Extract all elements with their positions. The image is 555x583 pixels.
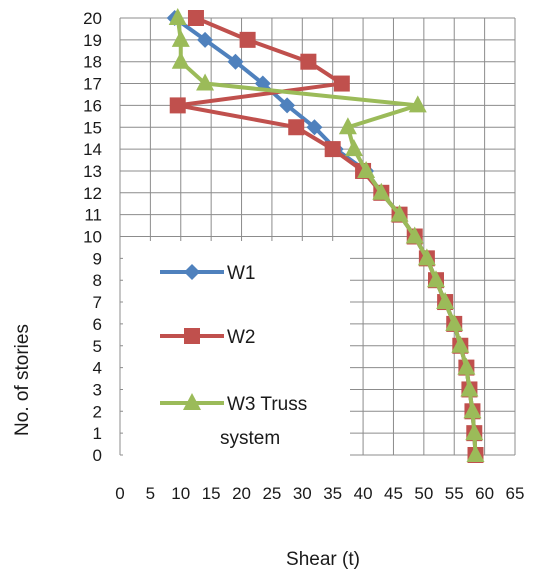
legend-label: W2 <box>227 327 256 348</box>
legend-swatch-marker <box>184 264 200 280</box>
y-tick-label: 0 <box>93 446 102 465</box>
data-point <box>279 97 296 114</box>
y-tick-label: 16 <box>83 96 102 115</box>
legend-box <box>123 241 350 456</box>
x-tick-label: 25 <box>262 484 281 503</box>
data-point <box>451 335 470 353</box>
y-tick-label: 4 <box>93 359 102 378</box>
data-point <box>254 75 271 92</box>
data-point <box>390 204 409 222</box>
data-point <box>357 160 376 178</box>
y-tick-label: 13 <box>83 162 102 181</box>
data-point <box>372 182 391 200</box>
y-tick-label: 12 <box>83 184 102 203</box>
x-tick-label: 65 <box>506 484 525 503</box>
data-point <box>300 53 317 70</box>
y-tick-label: 1 <box>93 424 102 443</box>
x-tick-label: 15 <box>202 484 221 503</box>
legend-label: W3 Truss system <box>220 394 307 449</box>
y-tick-label: 6 <box>93 315 102 334</box>
y-tick-label: 2 <box>93 402 102 421</box>
data-point <box>333 75 350 92</box>
y-tick-label: 8 <box>93 271 102 290</box>
data-point <box>288 119 305 136</box>
legend: W1 W2 W3 Truss system <box>123 241 350 456</box>
data-point <box>196 73 215 91</box>
data-point <box>457 357 476 375</box>
y-tick-label: 9 <box>93 249 102 268</box>
y-tick-label: 20 <box>83 9 102 28</box>
y-tick-label: 19 <box>83 31 102 50</box>
data-point <box>427 270 445 288</box>
data-point <box>171 29 190 47</box>
x-tick-label: 0 <box>115 484 124 503</box>
legend-item: W3 Truss system <box>160 393 307 449</box>
data-point <box>465 423 484 441</box>
data-point <box>197 31 214 48</box>
data-point <box>344 139 363 157</box>
legend-item: W2 <box>160 327 256 348</box>
legend-item: W1 <box>160 263 256 284</box>
data-point <box>187 10 204 26</box>
legend-label: W1 <box>227 263 256 284</box>
x-tick-label: 10 <box>171 484 190 503</box>
data-point <box>466 445 485 462</box>
x-tick-label: 30 <box>293 484 312 503</box>
data-point <box>460 379 479 397</box>
x-axis-title: Shear (t) <box>286 549 360 570</box>
data-point <box>169 97 186 114</box>
y-tick-label: 14 <box>83 140 102 159</box>
y-tick-label: 11 <box>84 206 102 225</box>
tick-labels: 0 5 10 15 20 25 30 35 40 45 50 55 60 6501234567891011… <box>83 9 524 503</box>
y-tick-label: 10 <box>83 228 102 247</box>
data-point <box>227 53 244 70</box>
data-point <box>306 119 323 136</box>
data-point <box>338 117 357 135</box>
y-tick-label: 7 <box>93 293 102 312</box>
data-point <box>445 313 464 331</box>
legend-swatch-marker <box>184 328 200 344</box>
y-tick-label: 15 <box>83 118 102 137</box>
data-point <box>324 141 341 158</box>
x-tick-label: 35 <box>323 484 342 503</box>
series-3 <box>168 8 485 462</box>
data-point <box>171 51 190 69</box>
x-tick-label: 55 <box>445 484 464 503</box>
data-point <box>168 8 187 25</box>
data-point <box>239 31 256 48</box>
data-point <box>463 401 482 419</box>
y-tick-label: 3 <box>93 380 102 399</box>
x-tick-label: 5 <box>146 484 155 503</box>
x-tick-label: 60 <box>475 484 494 503</box>
x-tick-label: 50 <box>414 484 433 503</box>
data-point <box>436 292 455 310</box>
series-lines <box>166 8 485 463</box>
y-tick-label: 5 <box>93 337 102 356</box>
x-tick-label: 20 <box>232 484 251 503</box>
legend-swatch-marker <box>183 393 201 410</box>
y-axis-title: No. of stories <box>12 324 33 436</box>
x-tick-label: 40 <box>354 484 373 503</box>
data-point <box>405 226 424 244</box>
x-tick-label: 45 <box>384 484 403 503</box>
data-point <box>408 95 427 113</box>
y-tick-label: 18 <box>83 53 102 72</box>
data-point <box>417 248 436 266</box>
y-tick-label: 17 <box>83 75 102 94</box>
